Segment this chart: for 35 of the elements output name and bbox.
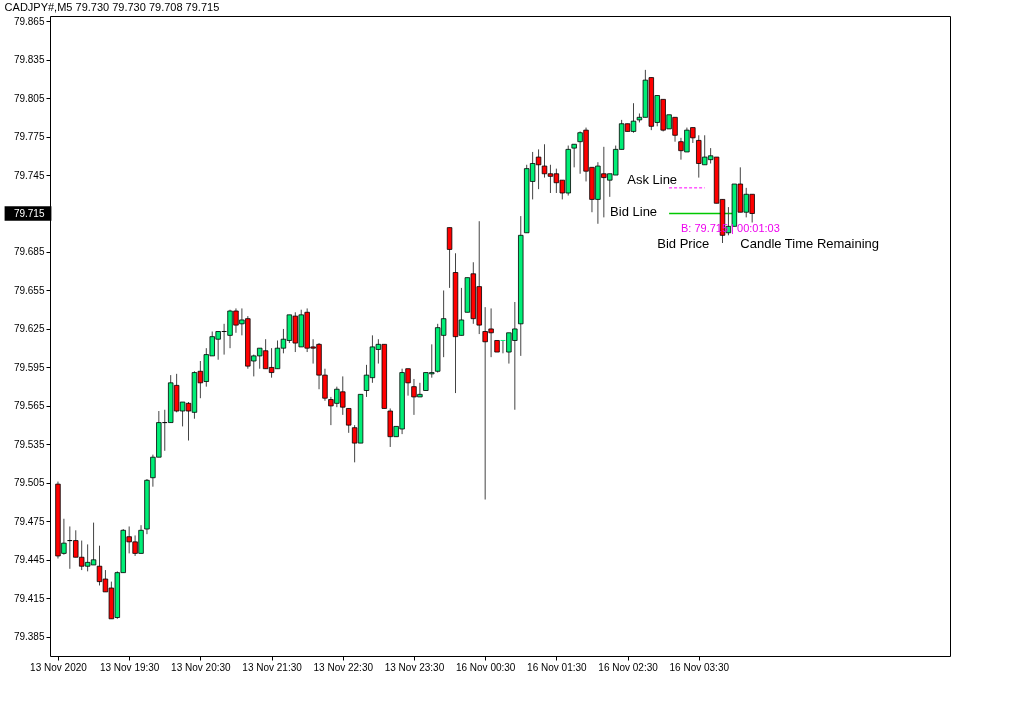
candlestick xyxy=(571,143,577,168)
ref-line-label: Bid Line xyxy=(610,203,658,219)
y-tick-label: 79.415 xyxy=(13,592,45,604)
x-tick-label: 16 Nov 03:30 xyxy=(669,661,730,673)
x-tick-label: 16 Nov 01:30 xyxy=(527,661,588,673)
y-tick-label: 79.475 xyxy=(13,515,45,527)
candlestick xyxy=(446,227,453,289)
x-tick-label: 16 Nov 02:30 xyxy=(598,661,659,673)
y-tick-label: 79.835 xyxy=(13,54,45,66)
ref-line-label: Ask Line xyxy=(627,171,678,187)
candlestick xyxy=(346,407,352,434)
y-tick-label: 79.655 xyxy=(13,284,45,296)
x-tick-label: 13 Nov 21:30 xyxy=(242,661,303,673)
x-tick-label: 13 Nov 23:30 xyxy=(384,661,445,673)
y-tick-label: 79.565 xyxy=(13,400,45,412)
y-tick-label: 79.805 xyxy=(13,92,45,104)
y-tick-label: 79.595 xyxy=(13,361,45,373)
y-tick-label: 79.505 xyxy=(13,477,45,489)
y-tick-label: 79.715 xyxy=(13,208,45,220)
x-tick-label: 13 Nov 2020 xyxy=(30,661,88,673)
y-tick-label: 79.775 xyxy=(13,131,45,143)
annotation: Candle Time Remaining xyxy=(740,235,880,251)
x-tick-label: 13 Nov 20:30 xyxy=(171,661,232,673)
y-tick-label: 79.745 xyxy=(13,169,45,181)
annotation: Bid Price xyxy=(657,235,710,251)
y-tick-label: 79.865 xyxy=(13,15,45,27)
x-tick-label: 13 Nov 22:30 xyxy=(313,661,374,673)
x-tick-label: 16 Nov 00:30 xyxy=(455,661,516,673)
y-tick-label: 79.445 xyxy=(13,554,45,566)
y-tick-label: 79.625 xyxy=(13,323,45,335)
y-tick-label: 79.685 xyxy=(13,246,45,258)
x-tick-label: 13 Nov 19:30 xyxy=(99,661,160,673)
chart-title: CADJPY#,M5 79.730 79.730 79.708 79.715 xyxy=(4,1,220,13)
y-tick-label: 79.385 xyxy=(13,631,45,643)
y-tick-label: 79.535 xyxy=(13,438,45,450)
